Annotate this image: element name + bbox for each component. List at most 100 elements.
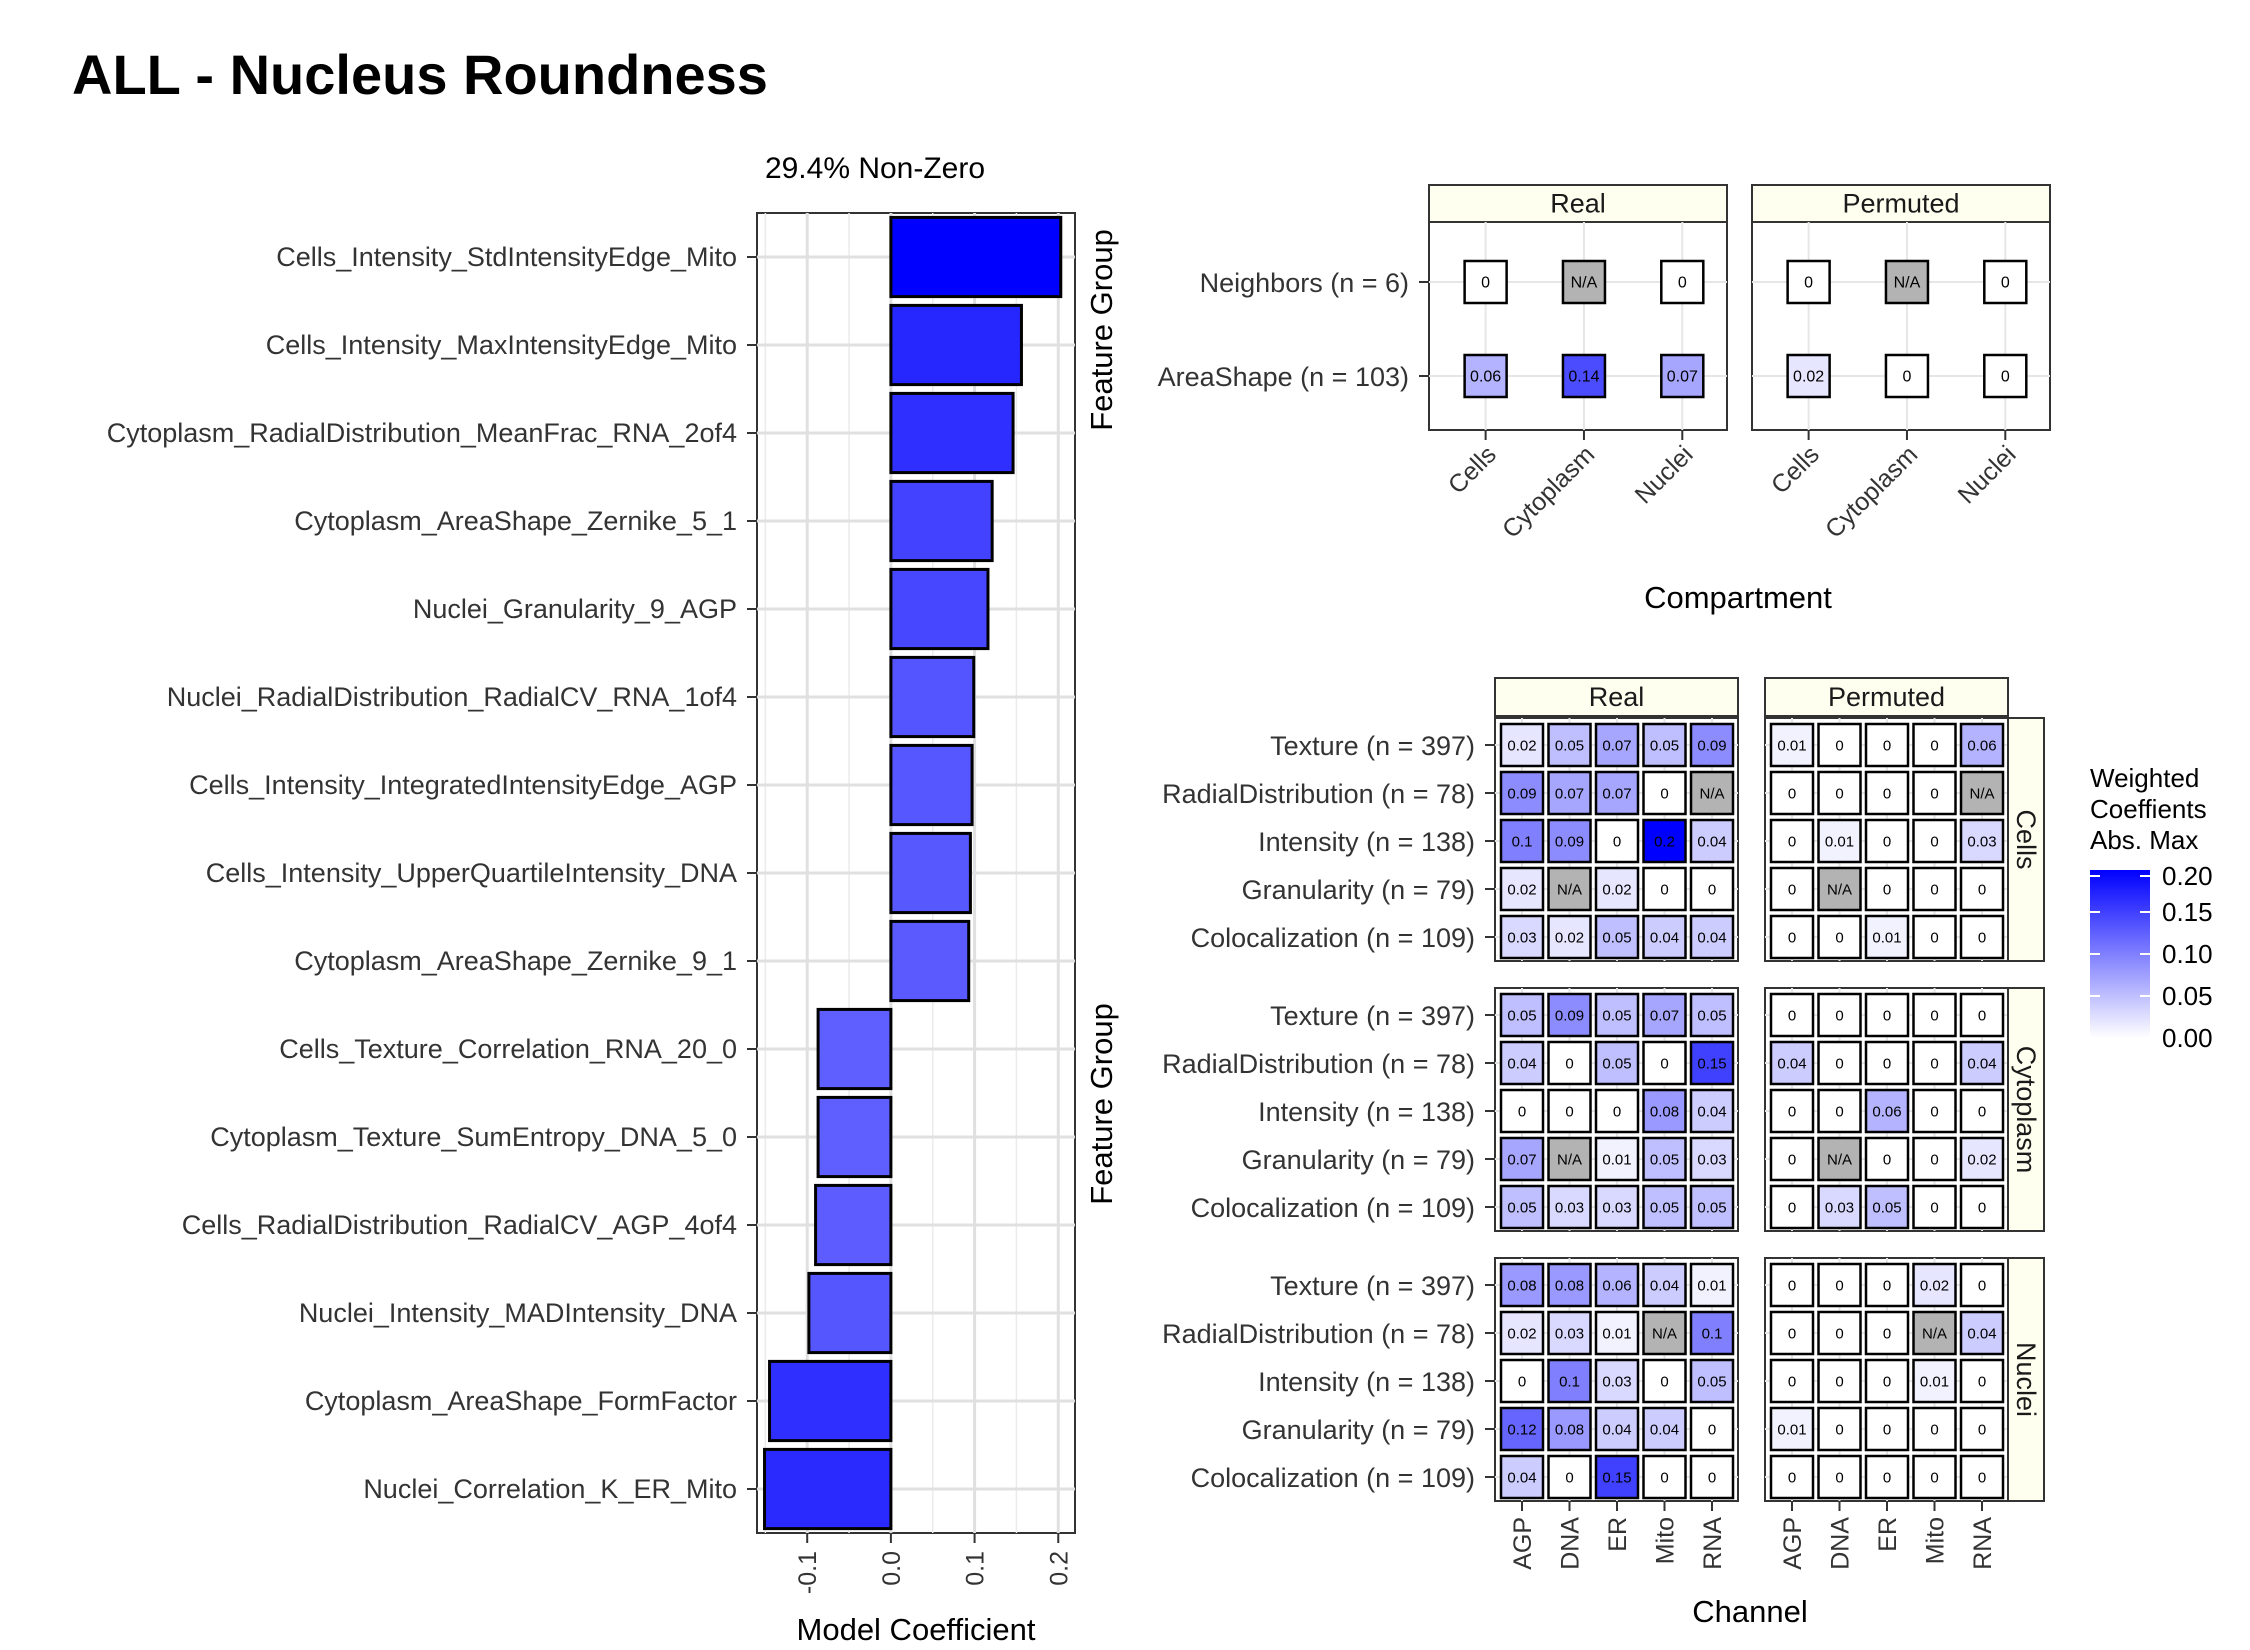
heatmap-cell: 0 (1660, 259, 1705, 305)
bar (814, 1183, 893, 1267)
heatmap-cell: 0.01 (1912, 1358, 1957, 1404)
heatmap-cell: 0 (1817, 770, 1862, 816)
heatmap-cell: 0 (1817, 1262, 1862, 1308)
bar (889, 479, 994, 563)
heatmap-cell: 0.04 (1689, 914, 1735, 960)
heatmap-cell-value: 0 (1930, 881, 1938, 898)
heatmap-cell-box (1817, 722, 1862, 768)
heatmap-cell-value: 0.06 (1602, 1277, 1631, 1294)
compartment-heatmap-x-label: Compartment (1644, 580, 1832, 615)
x-tick-label: RNA (1969, 1517, 1997, 1570)
heatmap-cell: 0 (1499, 1358, 1545, 1404)
heatmap-cell-box (1642, 1406, 1687, 1452)
heatmap-cell-box (1769, 866, 1815, 912)
heatmap-cell-box (1912, 1454, 1957, 1500)
heatmap-cell-value: 0.01 (1777, 1421, 1806, 1438)
heatmap-cell-value: 0.08 (1650, 1103, 1679, 1120)
heatmap-cell-value: 0 (1613, 833, 1621, 850)
facet-strip (2007, 987, 2045, 1232)
heatmap-cell: 0.02 (1786, 353, 1831, 399)
heatmap-cell: 0 (1912, 1406, 1957, 1452)
heatmap-cell-value: 0.15 (1697, 1055, 1726, 1072)
x-tick-label: -0.1 (794, 1551, 822, 1594)
heatmap-cell: 0.05 (1864, 1184, 1910, 1230)
heatmap-cell-value: 0.08 (1555, 1421, 1584, 1438)
heatmap-cell-box (1642, 866, 1687, 912)
bar (889, 391, 1015, 475)
row-label: Granularity (n = 79) (1242, 1145, 1475, 1175)
heatmap-cell-box (1689, 1136, 1735, 1182)
heatmap-cell-value: 0 (1788, 785, 1796, 802)
heatmap-cell-box (1594, 818, 1640, 864)
heatmap-cell-box (1912, 1040, 1957, 1086)
heatmap-cell-value: 0 (1883, 1373, 1891, 1390)
facet-strip (1494, 677, 1739, 717)
heatmap-cell: 0 (1959, 1454, 2005, 1500)
heatmap-cell-box (1769, 1454, 1815, 1500)
heatmap-cell-value: 0 (1788, 1151, 1796, 1168)
heatmap-cell-box (1547, 1454, 1592, 1500)
category-label: Cytoplasm_AreaShape_Zernike_5_1 (294, 506, 737, 536)
heatmap-cell-value: 0 (1835, 1469, 1843, 1486)
heatmap-cell-box (1817, 1088, 1862, 1134)
heatmap-cell-value: 0.07 (1602, 737, 1631, 754)
x-tick-label: AGP (1779, 1517, 1807, 1570)
heatmap-cell-value: 0 (1978, 1469, 1986, 1486)
x-tick-label: Cytoplasm (1497, 440, 1600, 543)
heatmap-cell-box (1983, 353, 2028, 399)
row-label: Granularity (n = 79) (1242, 875, 1475, 905)
heatmap-cell-box (1912, 866, 1957, 912)
heatmap-cell-box (1959, 1358, 2005, 1404)
heatmap-cell-box (1769, 1358, 1815, 1404)
heatmap-cell-value: 0.03 (1507, 929, 1536, 946)
x-tick-label: 0.1 (962, 1551, 990, 1586)
heatmap-cell-box (1594, 1406, 1640, 1452)
heatmap-cell-value: 0.01 (1920, 1373, 1949, 1390)
heatmap-cell-box (1817, 1184, 1862, 1230)
heatmap-cell: 0 (1769, 1454, 1815, 1500)
row-label: Intensity (n = 138) (1258, 1367, 1475, 1397)
x-tick-label: Mito (1922, 1517, 1950, 1564)
heatmap-cell-value: N/A (1571, 275, 1598, 292)
heatmap-cell: 0 (1912, 722, 1957, 768)
heatmap-cell-value: 0 (1978, 1373, 1986, 1390)
heatmap-cell-box (1912, 1184, 1957, 1230)
heatmap-cell-box (1864, 1358, 1910, 1404)
heatmap-cell-box (1912, 722, 1957, 768)
heatmap-cell-value: 0.05 (1507, 1199, 1536, 1216)
heatmap-cell: 0.08 (1499, 1262, 1545, 1308)
heatmap-cell-box (1959, 992, 2005, 1038)
compartment-heatmap-y-label: Feature Group (1084, 229, 1119, 431)
heatmap-cell: 0 (1817, 1088, 1862, 1134)
heatmap-cell-box (1864, 722, 1910, 768)
heatmap-cell-box (1769, 1136, 1815, 1182)
facet-strip (2007, 1257, 2045, 1502)
heatmap-cell: 0 (1983, 353, 2028, 399)
heatmap-cell: 0.07 (1547, 770, 1592, 816)
heatmap-cell-value: 0.03 (1825, 1199, 1854, 1216)
heatmap-cell-value: N/A (1827, 1151, 1852, 1168)
heatmap-cell-value: 0.05 (1697, 1373, 1726, 1390)
heatmap-cell: 0 (1769, 866, 1815, 912)
heatmap-cell: 0.03 (1499, 914, 1545, 960)
heatmap-cell-value: 0.1 (1702, 1325, 1723, 1342)
category-label: Cells_RadialDistribution_RadialCV_AGP_4o… (182, 1210, 737, 1240)
heatmap-cell-value: 0.08 (1555, 1277, 1584, 1294)
heatmap-cell-box (1642, 1040, 1687, 1086)
heatmap-cell-value: 0.05 (1602, 1055, 1631, 1072)
heatmap-cell: 0.09 (1547, 992, 1592, 1038)
heatmap-cell: 0 (1864, 1454, 1910, 1500)
category-label: Cytoplasm_Texture_SumEntropy_DNA_5_0 (210, 1122, 737, 1152)
bar (768, 1359, 893, 1443)
heatmap-cell: 0 (1912, 770, 1957, 816)
heatmap-cell-value: N/A (1699, 785, 1724, 802)
heatmap-cell-box (1547, 818, 1592, 864)
heatmap-cell-box (1642, 1088, 1687, 1134)
heatmap-cell-value: 0 (1883, 737, 1891, 754)
legend-title-line-1: Weighted (2090, 763, 2199, 793)
heatmap-cell-box (1817, 770, 1862, 816)
heatmap-cell: 0.05 (1689, 992, 1735, 1038)
heatmap-cell: 0.05 (1689, 1184, 1735, 1230)
heatmap-cell-box (1499, 770, 1545, 816)
heatmap-cell-box (1817, 1136, 1862, 1182)
